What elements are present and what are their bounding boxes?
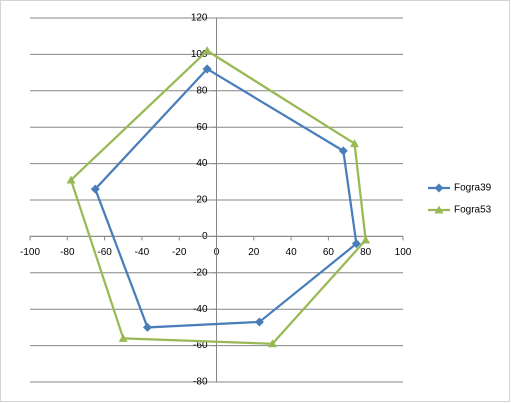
data-point	[90, 184, 100, 194]
data-point	[361, 235, 371, 244]
data-point	[202, 46, 212, 55]
x-tick-label: -60	[97, 247, 112, 258]
data-point	[142, 322, 152, 332]
y-tick-label: -60	[193, 340, 208, 351]
data-point	[254, 317, 264, 327]
x-tick-label: 60	[323, 247, 335, 258]
data-point	[118, 333, 128, 342]
data-point	[338, 146, 348, 156]
y-tick-label: -40	[193, 304, 208, 315]
legend-marker	[434, 183, 444, 193]
y-tick-label: 20	[196, 195, 208, 206]
x-tick-label: 20	[248, 247, 260, 258]
data-point	[66, 175, 76, 184]
x-tick-label: 40	[286, 247, 298, 258]
x-tick-label: -80	[60, 247, 75, 258]
x-tick-label: -20	[172, 247, 187, 258]
x-tick-label: 80	[360, 247, 372, 258]
y-tick-label: -80	[193, 377, 208, 388]
y-tick-label: 80	[196, 85, 208, 96]
y-tick-label: 100	[191, 49, 208, 60]
data-point	[351, 239, 361, 249]
x-tick-label: -40	[135, 247, 150, 258]
y-tick-label: 40	[196, 158, 208, 169]
legend-marker	[434, 205, 444, 214]
data-point	[202, 64, 212, 74]
y-tick-label: 120	[191, 13, 208, 24]
x-tick-label: -100	[20, 247, 40, 258]
x-tick-label: 100	[395, 247, 412, 258]
legend-label: Fogra53	[454, 205, 492, 216]
y-tick-label: -20	[193, 267, 208, 278]
legend-label: Fogra39	[454, 183, 492, 194]
data-point	[350, 139, 360, 148]
y-tick-label: 60	[196, 122, 208, 133]
data-point	[267, 339, 277, 348]
